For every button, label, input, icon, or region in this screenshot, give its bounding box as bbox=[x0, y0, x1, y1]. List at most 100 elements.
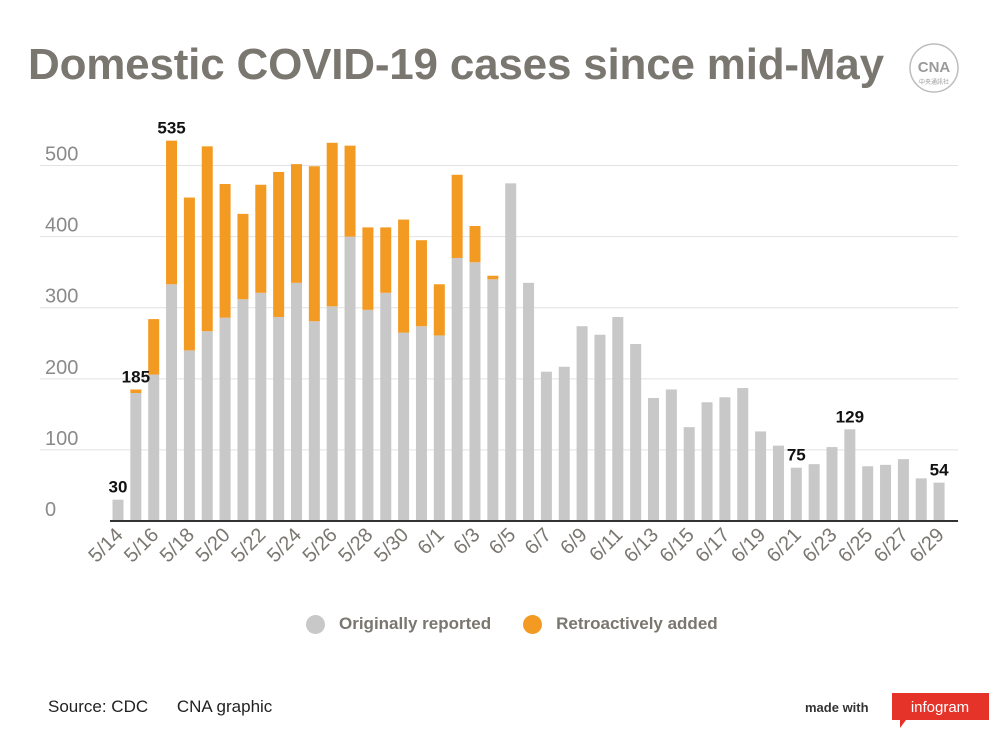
bar-retro-5/31 bbox=[415, 240, 427, 327]
x-tick-label-5/20: 5/20 bbox=[192, 524, 235, 567]
bar-original-5/29 bbox=[380, 292, 392, 521]
bar-retro-5/23 bbox=[273, 171, 285, 317]
legend-item-original[interactable]: Originally reported bbox=[306, 614, 491, 634]
bar-original-5/14 bbox=[112, 499, 124, 521]
x-tick-label-5/14: 5/14 bbox=[84, 524, 127, 567]
logo-text: CNA bbox=[918, 59, 951, 76]
y-tick-label-500: 500 bbox=[45, 144, 78, 166]
bar-original-5/27 bbox=[344, 236, 356, 522]
bar-original-6/23 bbox=[826, 447, 838, 521]
bar-original-6/7 bbox=[540, 371, 552, 521]
bar-original-6/4 bbox=[487, 279, 499, 521]
x-tick-label-5/18: 5/18 bbox=[156, 524, 199, 567]
cna-logo: CNA 中央通訊社 bbox=[909, 43, 959, 93]
x-tick-label-6/7: 6/7 bbox=[521, 524, 556, 559]
x-tick-label-5/26: 5/26 bbox=[299, 524, 342, 567]
bar-original-5/18 bbox=[183, 350, 195, 521]
x-tick-label-5/28: 5/28 bbox=[334, 524, 377, 567]
bar-original-5/31 bbox=[415, 326, 427, 521]
y-tick-label-0: 0 bbox=[45, 499, 56, 521]
bar-original-5/21 bbox=[237, 299, 249, 521]
bar-retro-6/3 bbox=[469, 225, 481, 263]
bar-original-5/23 bbox=[273, 316, 285, 521]
x-tick-label-5/30: 5/30 bbox=[370, 524, 413, 567]
bar-original-6/26 bbox=[880, 464, 892, 521]
bar-original-5/20 bbox=[219, 317, 231, 521]
x-tick-label-5/22: 5/22 bbox=[227, 524, 270, 567]
legend-label-retro: Retroactively added bbox=[556, 614, 718, 633]
bar-retro-5/25 bbox=[308, 166, 320, 322]
x-tick-label-6/21: 6/21 bbox=[763, 524, 806, 567]
x-tick-label-6/29: 6/29 bbox=[906, 524, 949, 567]
x-tick-label-6/19: 6/19 bbox=[727, 524, 770, 567]
bar-original-6/1 bbox=[433, 335, 445, 521]
bar-original-6/13 bbox=[648, 398, 659, 521]
bar-retro-5/22 bbox=[255, 184, 267, 293]
bar-original-6/8 bbox=[558, 366, 570, 521]
bar-original-6/25 bbox=[862, 466, 874, 521]
bar-original-5/25 bbox=[308, 321, 320, 521]
legend-dot-retro bbox=[523, 614, 543, 634]
bar-original-6/27 bbox=[897, 459, 909, 521]
bar-retro-5/24 bbox=[291, 164, 302, 283]
footer: Source: CDC CNA graphic bbox=[48, 697, 272, 717]
infogram-text: infogram bbox=[911, 699, 969, 716]
x-tick-label-6/11: 6/11 bbox=[585, 524, 627, 566]
made-with-text: made with bbox=[805, 700, 869, 715]
x-tick-label-6/23: 6/23 bbox=[798, 524, 841, 567]
bar-retro-5/17 bbox=[166, 140, 178, 285]
bar-original-5/15 bbox=[130, 393, 142, 521]
y-tick-label-400: 400 bbox=[45, 215, 78, 237]
x-tick-label-6/1: 6/1 bbox=[414, 524, 449, 559]
bar-retro-5/27 bbox=[344, 145, 356, 237]
x-tick-label-6/5: 6/5 bbox=[485, 524, 520, 559]
bar-original-6/14 bbox=[665, 389, 677, 521]
logo-subtext: 中央通訊社 bbox=[919, 78, 949, 86]
x-tick-label-6/17: 6/17 bbox=[691, 524, 734, 567]
bar-original-6/21 bbox=[790, 467, 802, 521]
y-tick-label-100: 100 bbox=[45, 428, 78, 450]
legend-item-retro[interactable]: Retroactively added bbox=[523, 614, 718, 634]
bar-original-6/12 bbox=[630, 343, 642, 521]
bar-original-5/16 bbox=[148, 374, 160, 521]
x-tick-label-6/3: 6/3 bbox=[449, 524, 484, 559]
bar-original-6/28 bbox=[915, 478, 927, 521]
legend-dot-original bbox=[306, 614, 325, 634]
bar-retro-6/4 bbox=[487, 275, 499, 280]
bar-retro-5/20 bbox=[219, 184, 231, 318]
bar-original-6/18 bbox=[737, 388, 749, 521]
bars bbox=[112, 140, 945, 522]
bar-retro-5/15 bbox=[130, 389, 142, 394]
infogram-badge[interactable]: infogram bbox=[884, 693, 989, 728]
grid-lines bbox=[40, 165, 958, 451]
bar-original-6/24 bbox=[844, 429, 856, 521]
data-label-5/15: 185 bbox=[122, 367, 150, 386]
bar-original-6/20 bbox=[772, 445, 784, 521]
y-tick-label-300: 300 bbox=[45, 286, 78, 308]
data-label-5/17: 535 bbox=[157, 119, 185, 138]
bar-original-5/19 bbox=[201, 331, 213, 521]
bar-original-5/28 bbox=[362, 309, 374, 521]
y-axis-labels: 0 100 200 300 400 500 bbox=[45, 144, 78, 521]
bar-retro-5/18 bbox=[183, 197, 195, 351]
chart-title: Domestic COVID-19 cases since mid-May bbox=[28, 40, 884, 89]
x-tick-label-5/24: 5/24 bbox=[263, 524, 306, 567]
x-tick-label-6/27: 6/27 bbox=[870, 524, 913, 567]
bar-retro-5/26 bbox=[326, 142, 338, 307]
x-tick-label-6/9: 6/9 bbox=[556, 524, 591, 559]
bar-original-6/2 bbox=[451, 257, 463, 521]
bar-retro-5/19 bbox=[201, 146, 213, 332]
bar-original-5/22 bbox=[255, 292, 267, 521]
bar-original-6/17 bbox=[719, 397, 731, 521]
bar-original-5/30 bbox=[398, 332, 410, 521]
bar-retro-5/30 bbox=[398, 219, 410, 333]
bar-retro-5/28 bbox=[362, 227, 374, 310]
bar-original-6/11 bbox=[612, 316, 624, 521]
x-axis-labels: 5/145/165/185/205/225/245/265/285/30 6/1 6… bbox=[84, 524, 948, 567]
bar-original-6/29 bbox=[933, 482, 945, 521]
y-tick-label-200: 200 bbox=[45, 357, 78, 379]
x-tick-label-6/13: 6/13 bbox=[620, 524, 663, 567]
x-tick-label-6/15: 6/15 bbox=[656, 524, 699, 567]
bar-original-5/24 bbox=[291, 282, 302, 521]
data-labels: 30 185 535 75 129 54 bbox=[109, 119, 950, 497]
